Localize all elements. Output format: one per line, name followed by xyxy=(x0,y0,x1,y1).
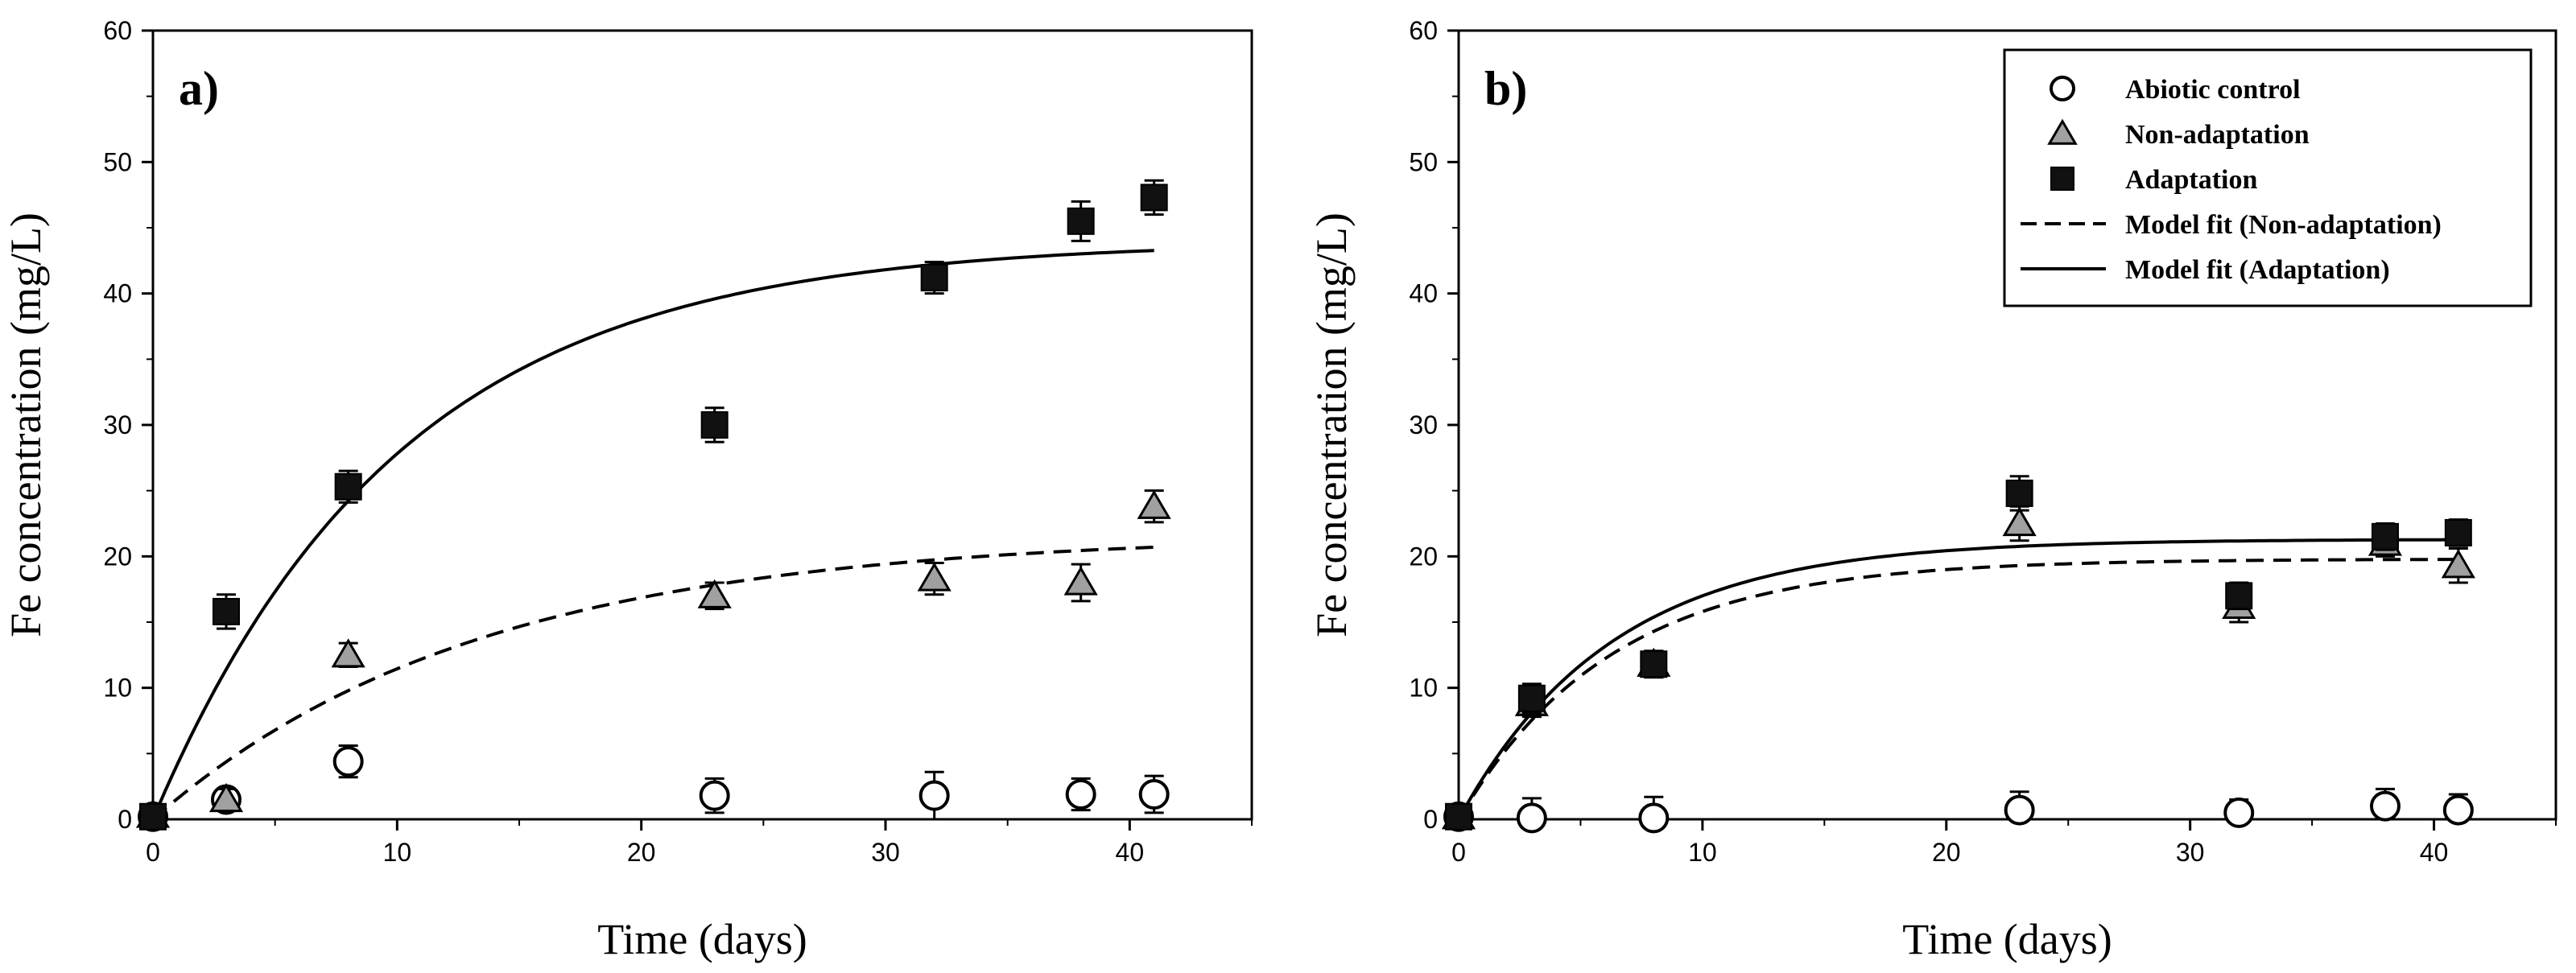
y-tick-label: 10 xyxy=(103,674,132,703)
chart-panel-2: 0 10 20 30 40 50 60 0 10 20 30 40 Time (days) Fe conc… xyxy=(1307,16,2557,963)
data-point-triangle xyxy=(1137,489,1171,519)
legend-label: Model fit (Adaptation) xyxy=(2125,255,2390,285)
series-abiotic-control xyxy=(138,744,1170,832)
y-axis-title: Fe concentration (mg/L) xyxy=(1307,212,1356,637)
data-point-square xyxy=(700,411,729,439)
y-tick-label: 30 xyxy=(1409,410,1438,439)
data-point-circle xyxy=(919,780,950,811)
data-point-square xyxy=(2371,522,2399,550)
chart-panel-1: 0 10 20 30 40 50 60 0 10 20 30 40 Time (days) Fe conc… xyxy=(2,16,1253,963)
x-tick-label: 20 xyxy=(627,838,656,867)
series-adaptation xyxy=(1445,475,2472,831)
data-point-triangle xyxy=(917,562,952,592)
y-tick-label: 50 xyxy=(103,147,132,176)
fit-curve-non-adaptation xyxy=(1457,558,2458,821)
data-point-circle xyxy=(1516,802,1547,834)
data-point-circle xyxy=(2369,790,2401,822)
legend-marker-square xyxy=(2050,167,2074,191)
x-tick-label: 30 xyxy=(2176,838,2205,867)
x-tick-label: 0 xyxy=(146,838,160,867)
legend-marker-triangle xyxy=(2047,118,2078,145)
legend-marker-circle xyxy=(2050,76,2075,101)
x-tick-label: 20 xyxy=(1932,838,1961,867)
data-point-square xyxy=(2225,582,2253,610)
y-tick-label: 60 xyxy=(103,16,132,45)
data-point-circle xyxy=(1638,802,1670,834)
legend-label: Model fit (Non-adaptation) xyxy=(2125,210,2442,240)
y-tick-label: 30 xyxy=(103,410,132,439)
fit-curve-adaptation xyxy=(151,249,1154,820)
data-point-square xyxy=(213,597,240,625)
fit-curve-non-adaptation xyxy=(151,545,1154,821)
x-tick-label: 0 xyxy=(1451,838,1466,867)
y-tick-label: 60 xyxy=(1409,16,1438,45)
legend-label: Abiotic control xyxy=(2125,75,2301,105)
x-axis-title: Time (days) xyxy=(1902,915,2112,963)
y-tick-label: 0 xyxy=(1423,805,1438,834)
data-point-triangle xyxy=(2002,506,2037,537)
data-point-triangle xyxy=(331,638,365,668)
data-point-square xyxy=(139,802,167,831)
legend: Abiotic control Non-adaptation Adaptation M… xyxy=(2003,48,2533,307)
y-tick-label: 20 xyxy=(1409,542,1438,571)
series-abiotic-control xyxy=(1443,787,2474,834)
data-point-square xyxy=(1640,650,1668,678)
x-tick-label: 40 xyxy=(2420,838,2449,867)
data-point-triangle xyxy=(208,782,244,813)
data-point-circle xyxy=(332,746,364,777)
data-point-square xyxy=(1140,183,1168,212)
series-non-adaptation xyxy=(135,489,1171,828)
data-point-circle xyxy=(2004,794,2035,826)
data-point-square xyxy=(1517,684,1546,712)
x-tick-label: 30 xyxy=(871,838,900,867)
data-point-triangle xyxy=(2441,549,2475,579)
data-point-triangle xyxy=(1063,566,1098,596)
data-point-square xyxy=(334,472,362,501)
legend-label: Non-adaptation xyxy=(2125,120,2310,150)
y-axis-title: Fe concentration (mg/L) xyxy=(2,212,50,637)
y-tick-label: 40 xyxy=(103,279,132,308)
data-point-square xyxy=(2444,518,2472,546)
series-adaptation xyxy=(139,179,1168,831)
x-tick-label: 10 xyxy=(383,838,412,867)
data-point-circle xyxy=(2223,797,2255,828)
data-point-circle xyxy=(1138,778,1170,810)
panel-label: b) xyxy=(1484,62,1527,115)
fit-curve-adaptation xyxy=(1457,538,2458,820)
y-tick-label: 10 xyxy=(1409,674,1438,703)
x-tick-label: 40 xyxy=(1116,838,1145,867)
y-tick-label: 50 xyxy=(1409,147,1438,176)
data-point-square xyxy=(920,264,948,292)
x-axis-title: Time (days) xyxy=(597,915,807,963)
panel-label: a) xyxy=(179,62,219,115)
data-point-triangle xyxy=(697,579,732,608)
data-point-circle xyxy=(699,780,730,811)
data-point-square xyxy=(1067,207,1095,235)
y-tick-label: 40 xyxy=(1409,279,1438,308)
y-tick-label: 0 xyxy=(118,805,132,834)
y-tick-label: 20 xyxy=(103,542,132,571)
data-point-square xyxy=(2005,479,2033,507)
legend-label: Adaptation xyxy=(2125,165,2257,195)
legend-box xyxy=(2003,48,2533,307)
data-point-circle xyxy=(2442,794,2474,826)
data-point-square xyxy=(1445,802,1472,831)
data-point-circle xyxy=(1065,778,1096,810)
x-tick-label: 10 xyxy=(1688,838,1717,867)
series-non-adaptation xyxy=(1441,505,2475,830)
